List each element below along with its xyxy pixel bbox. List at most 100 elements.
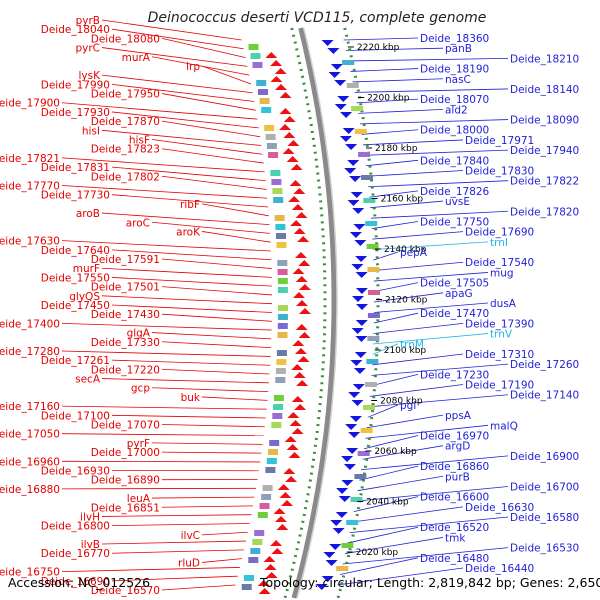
gene-block [274,215,285,221]
gene-block [256,80,267,86]
label-leader-left [161,451,262,454]
label-leader-right [347,526,419,544]
gene-block [252,62,263,68]
label-leader-left [61,405,267,410]
gene-label-left: aroB [76,208,100,220]
forward-gene-arrow [282,148,295,154]
gene-label-right: Deide_16440 [465,563,534,575]
gene-label-left: Deide_18080 [91,33,160,45]
gene-label-right: Deide_18360 [420,33,489,45]
reverse-gene-arrow [344,168,357,174]
gene-label-left: ilvH [80,511,100,523]
forward-gene-arrow [286,156,299,162]
forward-gene-arrow [295,324,308,330]
label-leader-left [151,332,272,340]
gene-label-left: aroK [176,226,201,238]
reverse-gene-arrow [336,488,349,494]
forward-gene-arrow [290,164,303,170]
gene-label-left: Deide_17550 [41,272,110,284]
genome-backbone-highlight [296,27,338,599]
gene-label-right: Deide_18090 [510,115,579,127]
gene-block [354,129,367,134]
gene-label-left: buk [181,392,201,404]
gene-label-right: Deide_17230 [420,369,489,381]
label-leader-left [61,102,258,120]
forward-gene-arrow [288,196,301,202]
trna-label: trnI [490,237,508,249]
gene-label-left: Deide_17630 [0,236,60,248]
kbp-tick-label: 2160 kbp [381,195,424,205]
label-leader-right [354,88,509,93]
reverse-gene-arrow [348,432,361,438]
label-leader-right [360,455,509,471]
forward-gene-arrow [298,308,311,314]
label-leader-right [345,537,444,554]
gene-label-right: Deide_16480 [420,553,489,565]
reverse-gene-arrow [323,552,336,558]
label-leader-right [340,557,419,575]
gene-label-left: Deide_17501 [91,282,160,294]
gene-block [271,422,282,428]
label-leader-left [101,378,269,384]
label-leader-right [372,231,464,240]
label-leader-left [101,129,262,146]
forward-gene-arrow [292,340,305,346]
label-leader-left [111,166,266,182]
reverse-gene-arrow [354,352,367,358]
forward-gene-arrow [264,564,277,570]
forward-gene-arrow [263,556,276,562]
reverse-gene-arrow [352,208,365,214]
reverse-gene-arrow [346,448,359,454]
label-leader-left [161,148,264,164]
forward-gene-arrow [279,92,292,98]
reverse-gene-arrow [339,136,352,142]
gene-block [357,451,370,456]
gene-label-left: Deide_17430 [91,309,160,321]
gene-block [244,575,254,581]
label-leader-right [372,353,464,366]
gene-block [273,395,284,401]
forward-gene-arrow [294,404,307,410]
gene-label-right: argD [445,441,470,453]
forward-gene-arrow [291,204,304,210]
label-leader-right [373,272,489,282]
label-leader-left [101,514,252,517]
reverse-gene-arrow [327,48,340,54]
forward-gene-arrow [290,220,303,226]
gene-block [277,314,288,320]
gene-label-left: hisF [129,135,150,147]
gene-label-right: Deide_17540 [465,257,534,269]
reverse-gene-arrow [351,400,364,406]
label-leader-right [367,404,399,418]
gene-block [277,323,288,329]
label-leader-left [111,359,271,366]
gene-block [269,440,280,446]
label-leader-right [368,180,509,188]
label-leader-right [373,261,464,271]
gene-label-right: nasC [445,74,471,86]
gene-label-right: malQ [490,420,518,432]
label-leader-left [151,496,255,499]
gene-label-left: Deide_16770 [41,548,110,560]
gene-block [276,359,287,365]
label-leader-left [201,231,271,243]
kbp-tick-label: 2140 kbp [384,245,427,255]
gene-block [265,467,276,473]
gene-block [268,152,279,158]
gene-label-left: Deide_17821 [0,153,60,165]
gene-label-right: mug [490,267,514,279]
gene-label-left: Deide_16570 [91,585,160,597]
forward-gene-arrow [270,540,283,546]
gene-block [342,60,355,65]
label-leader-left [61,567,240,573]
reverse-gene-arrow [347,200,360,206]
topology-label: Topology: circular; Length: 2,819,842 bp… [259,575,600,590]
forward-gene-arrow [279,124,292,130]
gene-label-left: Deide_17330 [91,337,160,349]
forward-gene-arrow [297,236,310,242]
gene-block [271,179,282,185]
label-leader-right [373,251,399,261]
gene-label-right: panB [445,43,472,55]
gene-block [252,539,263,545]
gene-block [264,125,275,131]
